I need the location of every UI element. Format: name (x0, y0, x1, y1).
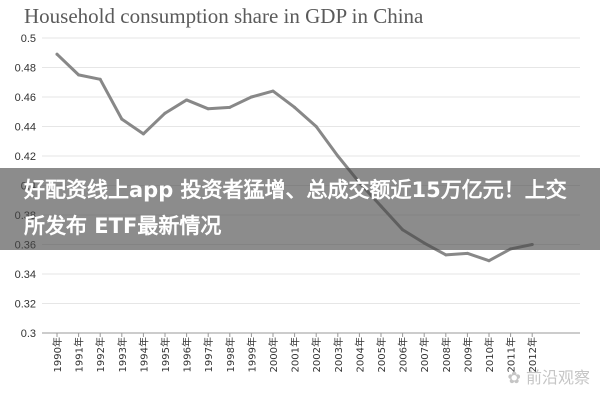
overlay-banner (0, 168, 600, 250)
x-tick-label: 2006年 (397, 337, 410, 372)
x-tick-label: 2010年 (483, 337, 496, 372)
data-point (141, 132, 145, 136)
data-point (465, 251, 469, 255)
chart-title: Household consumption share in GDP in Ch… (24, 4, 424, 28)
x-tick-label: 1997年 (202, 337, 215, 372)
data-point (55, 52, 59, 56)
x-tick-label: 1993年 (116, 337, 129, 372)
y-tick-label: 0.32 (15, 299, 36, 311)
data-point (120, 117, 124, 121)
data-point (228, 105, 232, 109)
x-tick-label: 2003年 (332, 337, 345, 372)
axes (42, 332, 580, 337)
data-point (98, 77, 102, 81)
data-point (163, 111, 167, 115)
data-point (444, 253, 448, 257)
x-tick-label: 1996年 (181, 337, 194, 372)
data-point (77, 73, 81, 77)
x-tick-label: 2009年 (461, 337, 474, 372)
x-tick-label: 1992年 (94, 337, 107, 372)
data-point (185, 98, 189, 102)
x-tick-label: 2007年 (418, 337, 431, 372)
y-tick-label: 0.3 (21, 328, 36, 340)
y-tick-label: 0.48 (15, 63, 36, 75)
x-tick-label: 1994年 (137, 337, 150, 372)
y-tick-label: 0.44 (15, 122, 36, 134)
data-point (249, 95, 253, 99)
y-tick-label: 0.5 (21, 33, 36, 45)
x-tick-label: 1998年 (224, 337, 237, 372)
x-tick-label: 2005年 (375, 337, 388, 372)
x-tick-label: 1995年 (159, 337, 172, 372)
data-point (336, 154, 340, 158)
y-tick-label: 0.42 (15, 151, 36, 163)
x-tick-label: 2004年 (353, 337, 366, 372)
x-tick-label: 2002年 (310, 337, 323, 372)
x-tick-label: 2008年 (440, 337, 453, 372)
x-tick-label: 2001年 (289, 337, 302, 372)
overlay-headline: 好配资线上app 投资者猛增、总成交额近15万亿元！上交所发布 ETF最新情况 (24, 178, 567, 238)
x-tick-label: 2011年 (505, 337, 518, 372)
y-tick-label: 0.34 (15, 269, 36, 281)
data-point (293, 105, 297, 109)
y-tick-label: 0.46 (15, 92, 36, 104)
x-tick-label: 1990年 (51, 337, 64, 372)
data-point (206, 107, 210, 111)
watermark-logo: ✿ 前沿观察 (507, 368, 591, 387)
x-tick-label: 2000年 (267, 337, 280, 372)
x-tick-label: 1999年 (245, 337, 258, 372)
data-point (314, 125, 318, 128)
data-point (487, 259, 491, 263)
x-tick-label: 1991年 (73, 337, 86, 372)
x-tick-labels: 1990年 1991年 1992年 1993年 1994年 1995年 1996年 1997年… (51, 337, 539, 372)
data-point (271, 89, 275, 93)
x-tick-label: 2012年 (526, 337, 539, 372)
